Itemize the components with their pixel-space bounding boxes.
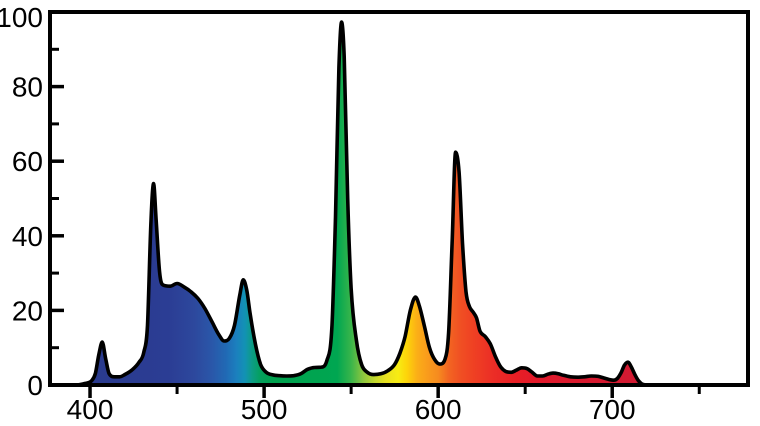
y-tick-label: 100 <box>0 2 43 33</box>
x-tick-label: 500 <box>241 394 288 425</box>
spectrum-area <box>77 22 646 385</box>
plot-border <box>48 10 750 387</box>
y-tick-label: 40 <box>12 221 43 252</box>
x-tick-label: 400 <box>67 394 114 425</box>
y-tick-label: 60 <box>12 146 43 177</box>
x-tick-label: 600 <box>415 394 462 425</box>
y-tick-label: 0 <box>27 370 43 401</box>
spectrum-curve <box>76 20 648 387</box>
y-tick-label: 80 <box>12 72 43 103</box>
y-tick-label: 20 <box>12 295 43 326</box>
x-tick-label: 700 <box>589 394 636 425</box>
